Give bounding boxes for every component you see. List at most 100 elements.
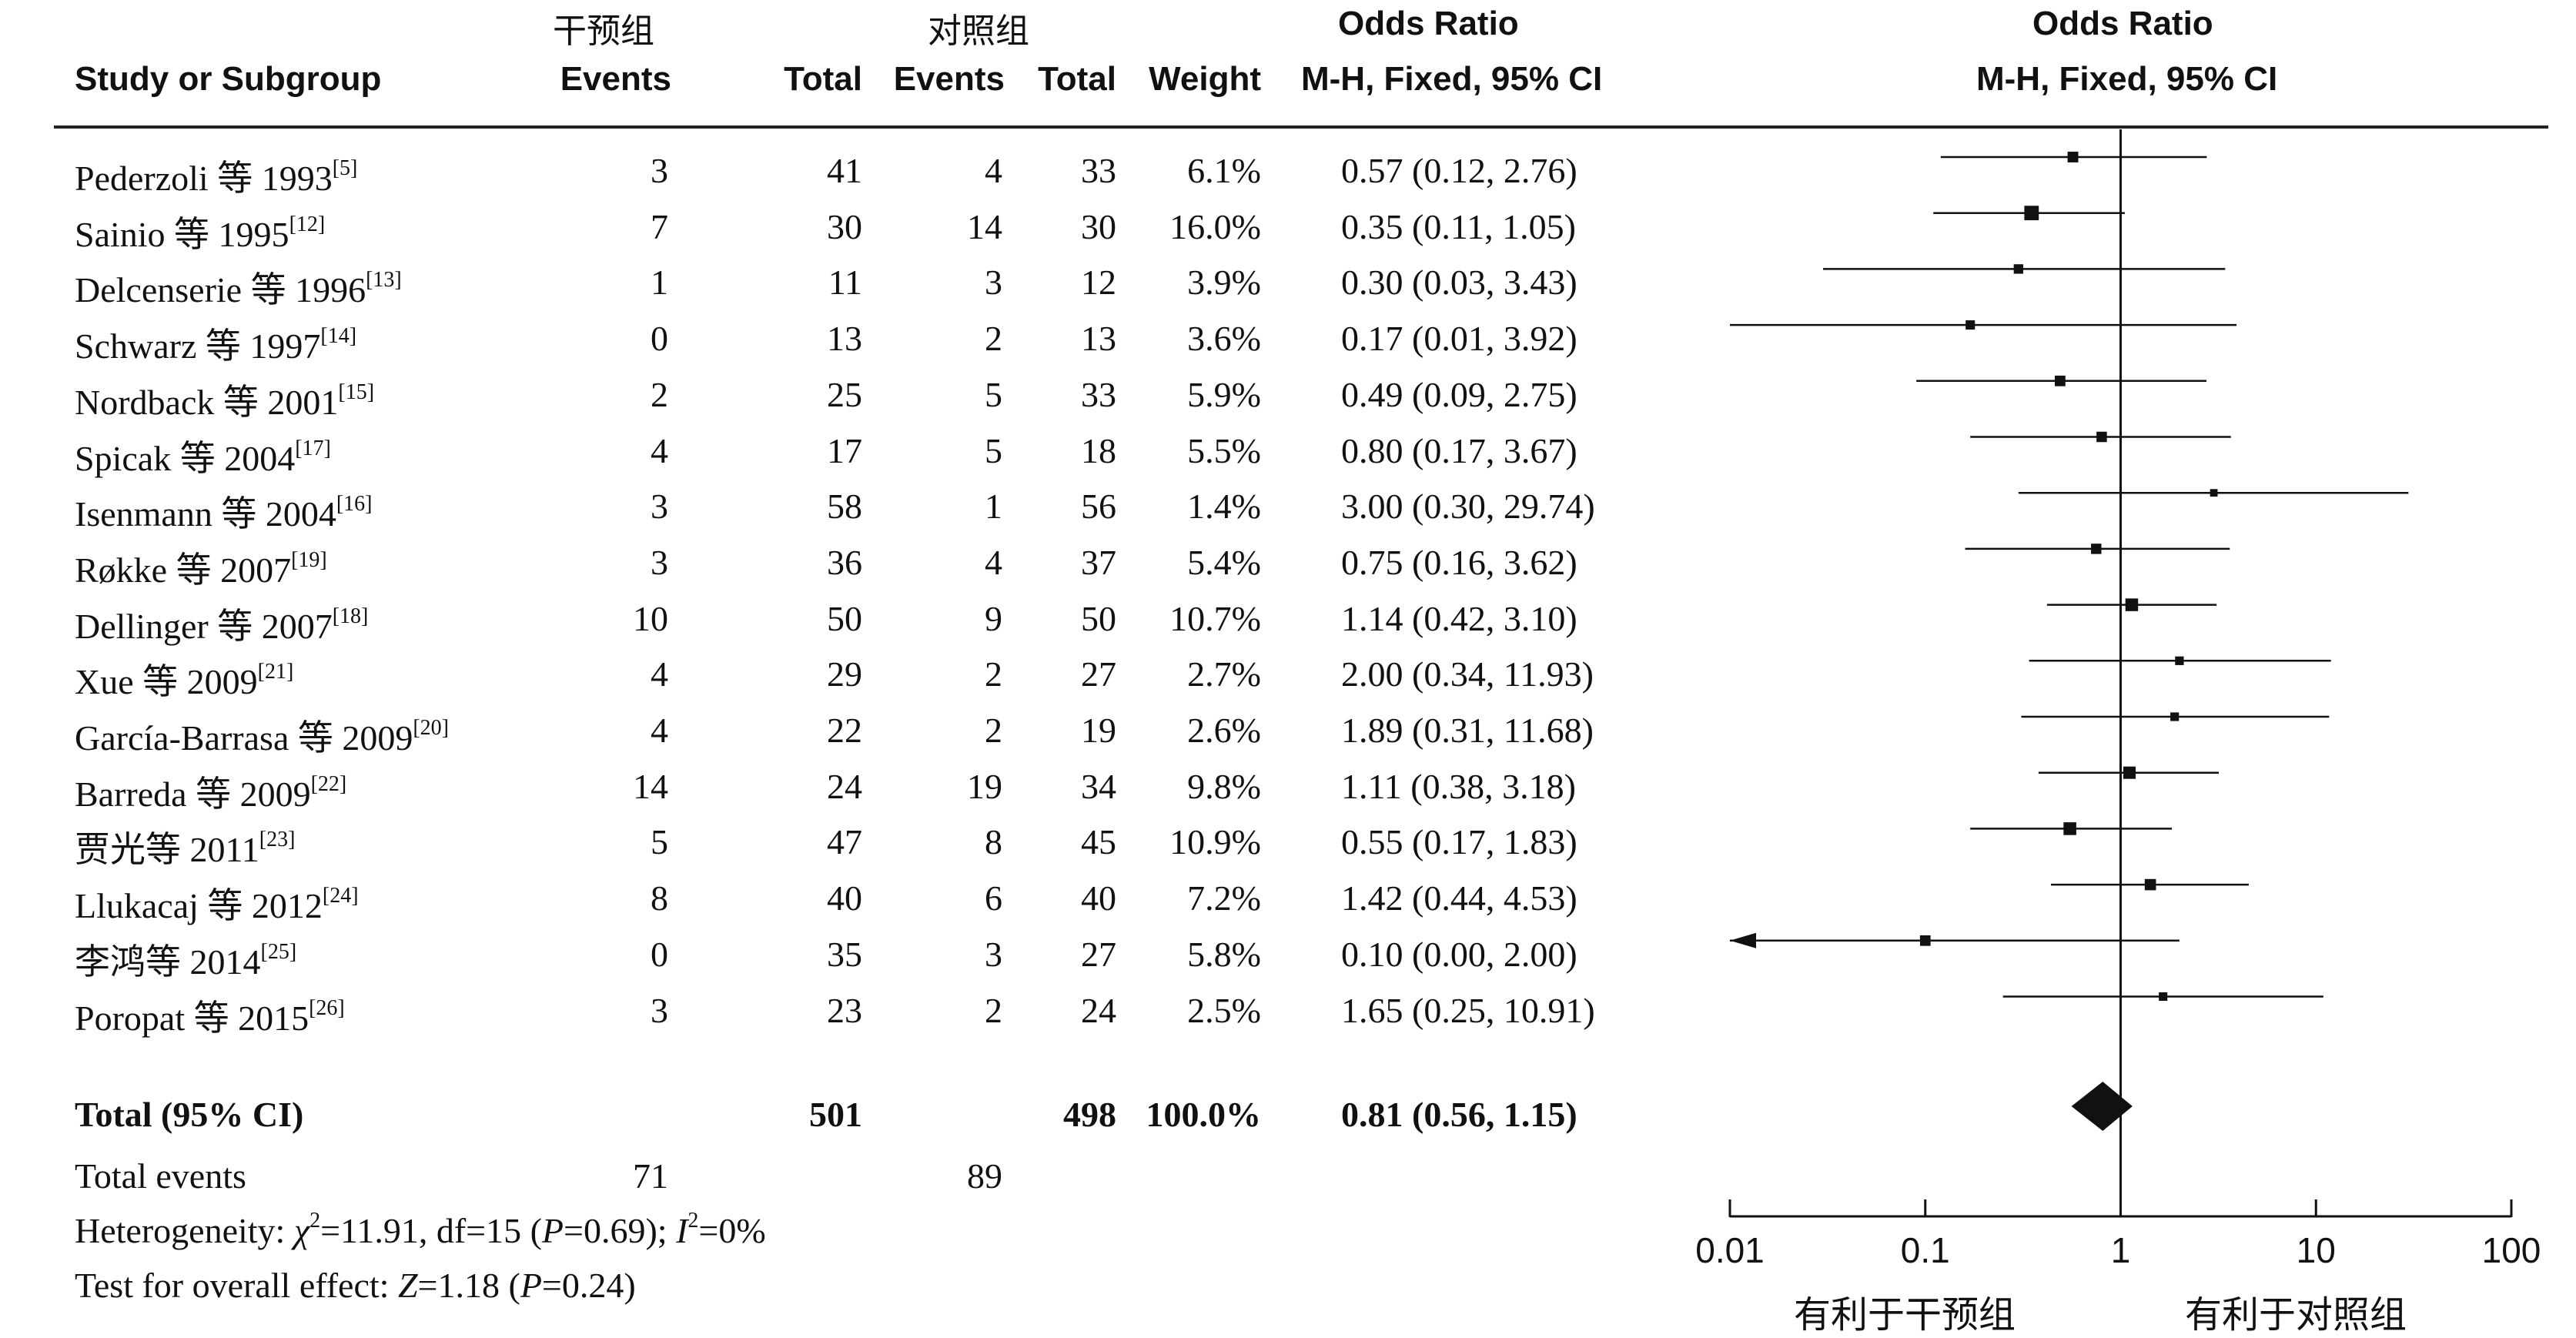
study-or-ci: 0.35 (0.11, 1.05): [1341, 207, 1576, 246]
study-or-ci: 0.17 (0.01, 3.92): [1341, 319, 1577, 358]
study-point: [2144, 878, 2156, 891]
header-plot-top: Odds Ratio: [2032, 5, 2213, 42]
study-events-control: 2: [985, 711, 1002, 750]
study-point: [2210, 489, 2218, 497]
study-label: García-Barrasa 等 2009[20]: [75, 716, 450, 758]
study-label: Barreda 等 2009[22]: [75, 772, 347, 815]
study-total-control: 18: [1081, 431, 1116, 470]
study-events-control: 3: [985, 263, 1002, 302]
study-label: 贾光等 2011[23]: [75, 828, 296, 870]
study-point: [2170, 712, 2180, 721]
study-total-intervention: 58: [827, 487, 862, 526]
study-total-intervention: 25: [827, 375, 862, 414]
study-total-control: 24: [1081, 991, 1116, 1030]
study-weight: 3.6%: [1187, 319, 1261, 358]
study-events-control: 5: [985, 375, 1002, 414]
total-ci: 0.81 (0.56, 1.15): [1341, 1095, 1577, 1134]
pooled-diamond: [2071, 1082, 2133, 1131]
study-label: 李鸿等 2014[25]: [75, 940, 297, 982]
study-total-control: 30: [1081, 207, 1116, 246]
study-or-ci: 0.10 (0.00, 2.00): [1341, 935, 1577, 974]
study-point: [2067, 152, 2079, 162]
study-total-intervention: 17: [827, 431, 862, 470]
study-label: Spicak 等 2004[17]: [75, 437, 331, 479]
study-events-intervention: 0: [651, 935, 668, 974]
study-total-intervention: 11: [828, 263, 862, 302]
study-point: [2013, 264, 2023, 274]
ci-arrow: [1730, 932, 1756, 948]
study-events-control: 2: [985, 654, 1002, 694]
study-label: Delcenserie 等 1996[13]: [75, 268, 402, 310]
study-point: [2125, 598, 2139, 611]
study-label: Poropat 等 2015[26]: [75, 996, 345, 1039]
study-or-ci: 1.89 (0.31, 11.68): [1341, 711, 1594, 750]
study-point: [2175, 656, 2184, 665]
study-weight: 5.9%: [1187, 375, 1261, 414]
study-weight: 6.1%: [1187, 151, 1261, 190]
study-label: Llukacaj 等 2012[24]: [75, 884, 359, 926]
study-weight: 5.8%: [1187, 935, 1261, 974]
study-events-control: 1: [985, 487, 1002, 526]
study-or-ci: 0.49 (0.09, 2.75): [1341, 375, 1577, 414]
header-weight: Weight: [1149, 60, 1261, 98]
study-total-control: 12: [1081, 263, 1116, 302]
study-events-control: 2: [985, 319, 1002, 358]
total-weight: 100.0%: [1146, 1095, 1262, 1134]
study-point: [2159, 992, 2168, 1002]
x-tick-label: 0.1: [1901, 1230, 1950, 1270]
study-weight: 16.0%: [1169, 207, 1261, 246]
header-events-control: Events: [893, 60, 1005, 98]
study-or-ci: 1.65 (0.25, 10.91): [1341, 991, 1595, 1030]
x-tick-label: 0.01: [1695, 1230, 1765, 1270]
study-label: Xue 等 2009[21]: [75, 660, 294, 702]
x-tick-label: 100: [2482, 1230, 2541, 1270]
study-weight: 5.4%: [1187, 543, 1261, 582]
study-or-ci: 0.80 (0.17, 3.67): [1341, 431, 1577, 470]
study-or-ci: 2.00 (0.34, 11.93): [1341, 654, 1594, 694]
study-events-intervention: 3: [651, 543, 668, 582]
overall-effect-text: Test for overall effect: Z=1.18 (P=0.24): [75, 1266, 636, 1305]
study-or-ci: 0.75 (0.16, 3.62): [1341, 543, 1577, 582]
study-total-intervention: 40: [827, 878, 862, 918]
study-events-intervention: 3: [651, 487, 668, 526]
study-or-ci: 0.30 (0.03, 3.43): [1341, 263, 1577, 302]
study-weight: 2.6%: [1187, 711, 1261, 750]
header-plot-method: M-H, Fixed, 95% CI: [1976, 60, 2278, 98]
study-total-intervention: 29: [827, 654, 862, 694]
study-events-intervention: 8: [651, 878, 668, 918]
study-events-intervention: 4: [651, 654, 668, 694]
study-events-control: 2: [985, 991, 1002, 1030]
total-events-control: 89: [967, 1156, 1002, 1196]
study-point: [2091, 544, 2102, 554]
study-point: [2096, 431, 2107, 443]
study-weight: 9.8%: [1187, 767, 1261, 806]
study-events-control: 4: [985, 151, 1002, 190]
study-total-control: 13: [1081, 319, 1116, 358]
study-events-intervention: 7: [651, 207, 668, 246]
study-events-control: 9: [985, 599, 1002, 638]
study-total-intervention: 41: [827, 151, 862, 190]
study-weight: 2.7%: [1187, 654, 1261, 694]
header-group-control: 对照组: [928, 12, 1029, 50]
total-events-label: Total events: [75, 1156, 246, 1196]
total-events-intervention: 71: [633, 1156, 668, 1196]
study-weight: 10.7%: [1169, 599, 1261, 638]
total-n-control: 498: [1063, 1095, 1116, 1134]
study-events-intervention: 10: [633, 599, 668, 638]
study-events-intervention: 1: [651, 263, 668, 302]
study-total-intervention: 50: [827, 599, 862, 638]
study-events-control: 3: [985, 935, 1002, 974]
study-total-intervention: 24: [827, 767, 862, 806]
study-weight: 3.9%: [1187, 263, 1261, 302]
study-events-control: 14: [967, 207, 1002, 246]
study-events-control: 6: [985, 878, 1002, 918]
study-point: [2123, 766, 2136, 779]
study-label: Schwarz 等 1997[14]: [75, 324, 357, 366]
study-events-intervention: 0: [651, 319, 668, 358]
study-total-control: 33: [1081, 375, 1116, 414]
study-total-control: 45: [1081, 822, 1116, 861]
study-label: Sainio 等 1995[12]: [75, 212, 326, 255]
header-group-intervention: 干预组: [553, 12, 654, 50]
study-label: Nordback 等 2001[15]: [75, 380, 375, 423]
